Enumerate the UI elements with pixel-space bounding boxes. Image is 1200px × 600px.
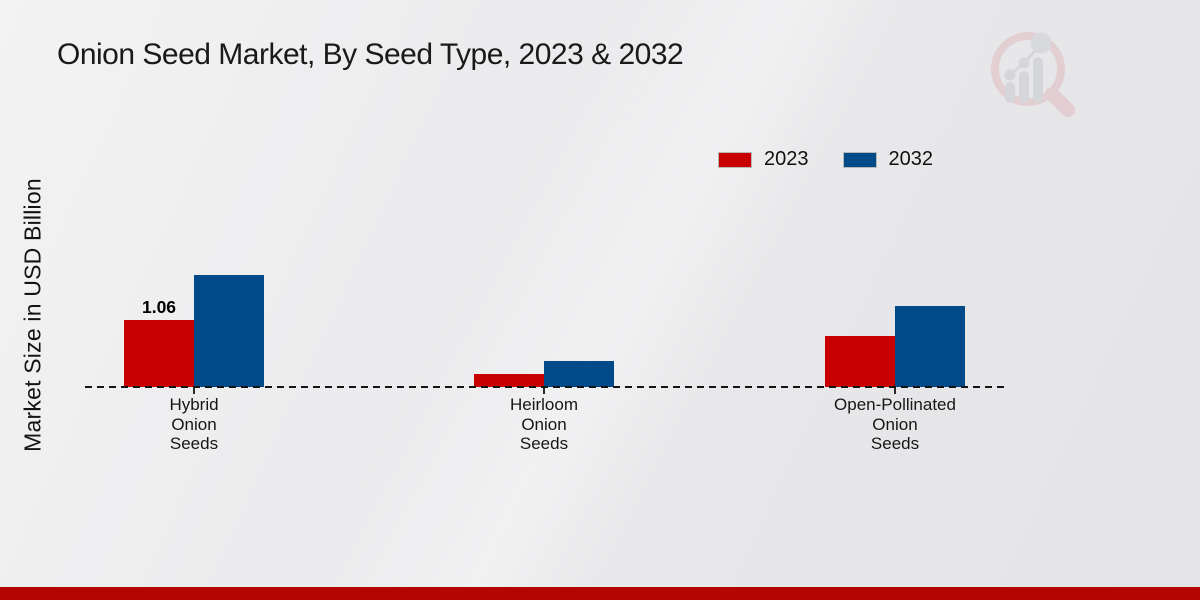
bar-2032-open-pollinated-onion-seeds bbox=[895, 306, 965, 387]
legend-label-2023: 2023 bbox=[764, 148, 809, 170]
bar-2023-open-pollinated-onion-seeds bbox=[825, 335, 895, 387]
bar-2032-hybrid-onion-seeds bbox=[194, 275, 264, 387]
x-axis-baseline bbox=[85, 386, 1008, 388]
legend-label-2032: 2032 bbox=[888, 148, 934, 170]
x-tick-hybrid-onion-seeds bbox=[193, 388, 195, 394]
bar-2023-heirloom-onion-seeds bbox=[474, 373, 544, 387]
legend-swatch-2032 bbox=[842, 151, 877, 168]
bar-2032-heirloom-onion-seeds bbox=[544, 361, 614, 387]
x-category-label-heirloom-onion-seeds: Heirloom Onion Seeds bbox=[509, 395, 579, 453]
legend-item-2032: 2032 bbox=[842, 148, 934, 171]
legend-item-2023: 2023 bbox=[718, 148, 809, 171]
y-axis-label: Market Size in USD Billion bbox=[19, 178, 46, 452]
bar-2023-hybrid-onion-seeds bbox=[124, 320, 194, 387]
x-category-label-hybrid-onion-seeds: Hybrid Onion Seeds bbox=[169, 395, 219, 453]
x-tick-open-pollinated-onion-seeds bbox=[894, 388, 896, 394]
legend-swatch-2023 bbox=[718, 151, 752, 168]
x-tick-heirloom-onion-seeds bbox=[543, 388, 545, 394]
chart-title: Onion Seed Market, By Seed Type, 2023 & … bbox=[57, 38, 684, 71]
chart-legend: 2023 2032 bbox=[718, 148, 933, 171]
bottom-accent-bar bbox=[0, 587, 1200, 600]
x-category-label-open-pollinated-onion-seeds: Open-Pollinated Onion Seeds bbox=[834, 395, 956, 453]
mrfr-magnifier-chart-logo-icon bbox=[991, 32, 1075, 117]
bar-value-label: 1.06 bbox=[141, 297, 177, 317]
